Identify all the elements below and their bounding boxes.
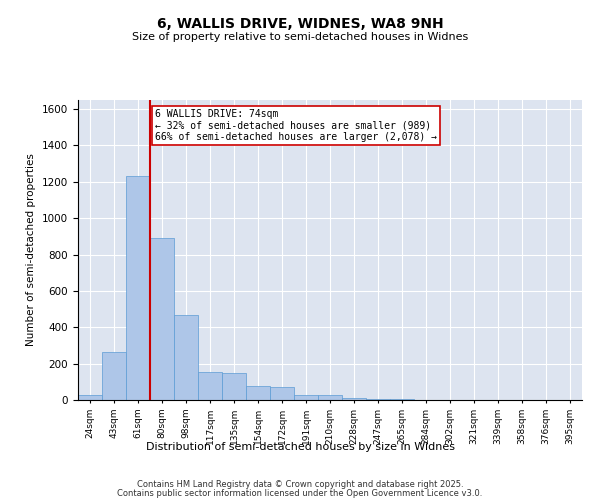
- Bar: [78, 396, 102, 400]
- Bar: [126, 176, 150, 400]
- Y-axis label: Number of semi-detached properties: Number of semi-detached properties: [26, 154, 37, 346]
- Bar: [318, 396, 342, 400]
- Bar: [222, 372, 246, 400]
- Text: 6 WALLIS DRIVE: 74sqm
← 32% of semi-detached houses are smaller (989)
66% of sem: 6 WALLIS DRIVE: 74sqm ← 32% of semi-deta…: [155, 109, 437, 142]
- Bar: [294, 395, 318, 400]
- Bar: [366, 399, 390, 400]
- Text: Size of property relative to semi-detached houses in Widnes: Size of property relative to semi-detach…: [132, 32, 468, 42]
- Text: Distribution of semi-detached houses by size in Widnes: Distribution of semi-detached houses by …: [146, 442, 455, 452]
- Bar: [174, 314, 198, 400]
- Text: Contains public sector information licensed under the Open Government Licence v3: Contains public sector information licen…: [118, 489, 482, 498]
- Bar: [246, 386, 270, 400]
- Text: 6, WALLIS DRIVE, WIDNES, WA8 9NH: 6, WALLIS DRIVE, WIDNES, WA8 9NH: [157, 18, 443, 32]
- Text: Contains HM Land Registry data © Crown copyright and database right 2025.: Contains HM Land Registry data © Crown c…: [137, 480, 463, 489]
- Bar: [342, 398, 366, 400]
- Bar: [150, 238, 174, 400]
- Bar: [270, 388, 294, 400]
- Bar: [198, 372, 222, 400]
- Bar: [102, 352, 126, 400]
